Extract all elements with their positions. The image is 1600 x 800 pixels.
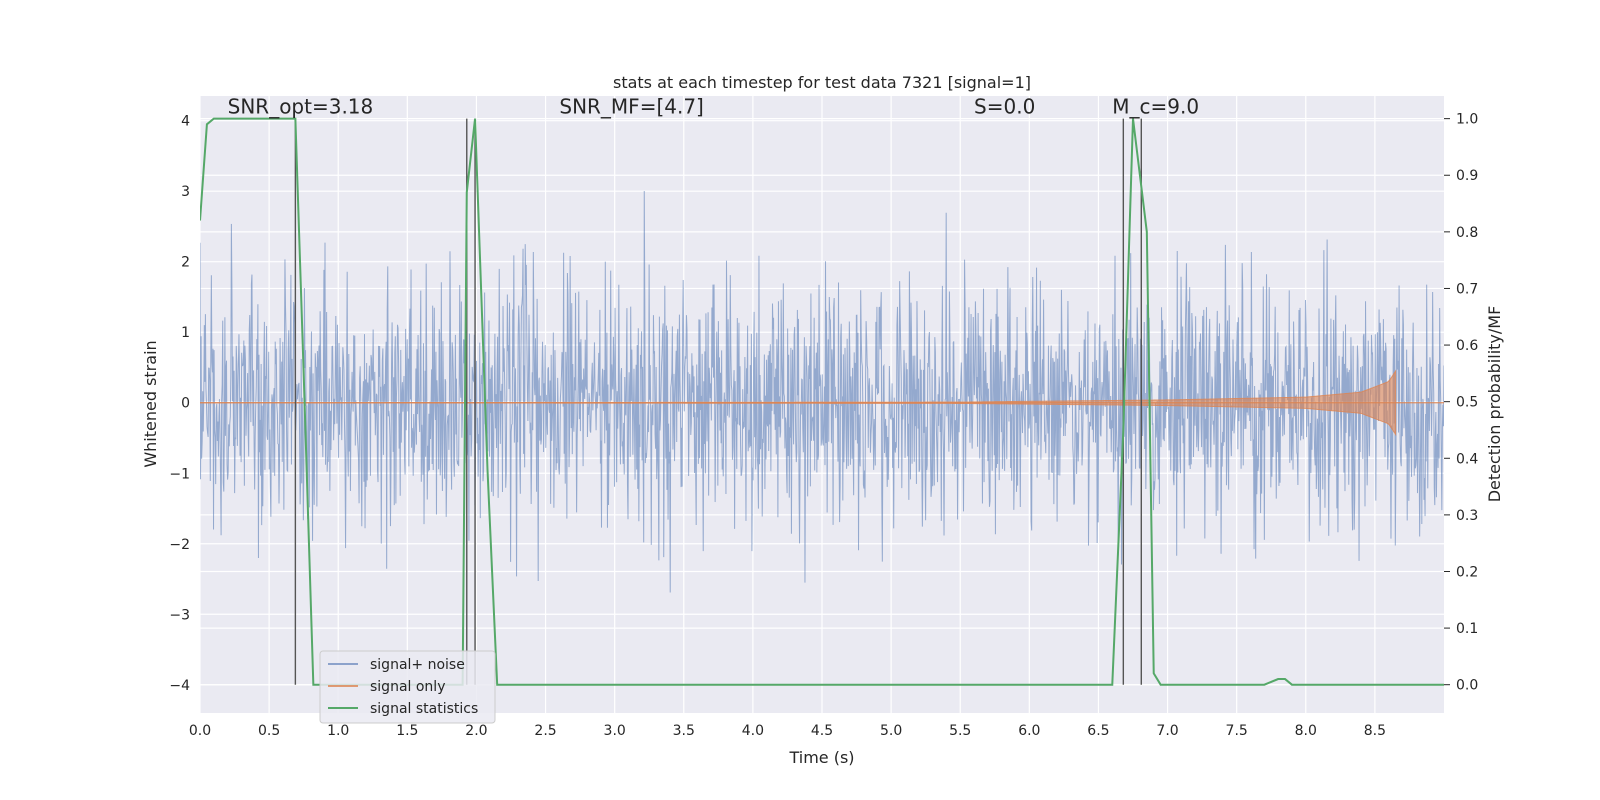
y-tick-label: 0 <box>181 396 190 412</box>
x-tick-label: 4.5 <box>811 723 833 739</box>
y-axis-left: −4 −3 −2 −1 0 1 2 3 4 <box>169 114 190 694</box>
x-tick-label: 7.5 <box>1226 723 1248 739</box>
y-right-tick-label: 0.3 <box>1456 508 1478 524</box>
legend-box <box>319 650 496 724</box>
y-axis-right: 0.0 0.1 0.2 0.3 0.4 0.5 0.6 0.7 0.8 0.9 1.0 <box>1444 112 1478 694</box>
y-right-tick-label: 0.5 <box>1456 395 1478 411</box>
x-tick-label: 7.0 <box>1156 723 1178 739</box>
x-tick-label: 0.0 <box>189 723 211 739</box>
x-tick-label: 4.0 <box>742 723 764 739</box>
annotation: M_c=9.0 <box>1112 95 1199 119</box>
signal-statistics-line <box>200 117 1444 686</box>
y-tick-label: −2 <box>169 537 190 553</box>
annotation: SNR_opt=3.18 <box>228 95 374 119</box>
legend-label-signal-noise: signal+ noise <box>370 657 465 673</box>
y-tick-label: 1 <box>181 325 190 341</box>
y-right-tick-label: 0.6 <box>1456 338 1478 354</box>
x-tick-label: 6.5 <box>1087 723 1109 739</box>
y-axis-label: Whitened strain <box>141 340 160 467</box>
x-tick-label: 2.0 <box>465 723 487 739</box>
annotations: SNR_opt=3.18 SNR_MF=[4.7] S=0.0 M_c=9.0 <box>228 95 1199 119</box>
y-right-tick-label: 0.9 <box>1456 168 1478 184</box>
x-tick-label: 1.0 <box>327 723 349 739</box>
legend: signal+ noise signal only signal statist… <box>319 650 496 724</box>
y-right-tick-label: 0.7 <box>1456 281 1478 297</box>
y-right-tick-label: 0.4 <box>1456 451 1478 467</box>
y-right-tick-label: 0.1 <box>1456 621 1478 637</box>
x-axis-label: Time (s) <box>788 748 854 767</box>
y-axis-right-label: Detection probability/MF <box>1485 306 1504 503</box>
y-tick-label: −3 <box>169 607 190 623</box>
x-tick-label: 1.5 <box>396 723 418 739</box>
legend-label-signal-statistics: signal statistics <box>370 701 478 717</box>
x-tick-label: 6.0 <box>1018 723 1040 739</box>
y-right-tick-label: 0.8 <box>1456 225 1478 241</box>
annotation: SNR_MF=[4.7] <box>559 95 703 119</box>
x-axis: 0.0 0.5 1.0 1.5 2.0 2.5 3.0 3.5 4.0 4.5 5.0 5.5 6.0 6… <box>189 723 1386 739</box>
x-tick-label: 5.0 <box>880 723 902 739</box>
x-tick-label: 2.5 <box>534 723 556 739</box>
series-signal-statistics <box>200 117 1444 686</box>
series-signal-noise <box>200 190 1444 593</box>
x-tick-label: 8.0 <box>1295 723 1317 739</box>
y-tick-label: 3 <box>181 184 190 200</box>
y-right-tick-label: 0.2 <box>1456 564 1478 580</box>
x-tick-label: 3.5 <box>673 723 695 739</box>
x-tick-label: 0.5 <box>258 723 280 739</box>
y-tick-label: −1 <box>169 466 190 482</box>
chart-title: stats at each timestep for test data 732… <box>613 73 1031 92</box>
x-tick-label: 5.5 <box>949 723 971 739</box>
y-right-tick-label: 1.0 <box>1456 112 1478 128</box>
signal-noise-line <box>200 190 1444 593</box>
y-tick-label: 2 <box>181 255 190 271</box>
series-signal-only <box>200 369 1444 437</box>
x-tick-label: 3.0 <box>604 723 626 739</box>
y-right-tick-label: 0.0 <box>1456 678 1478 694</box>
y-tick-label: −4 <box>169 678 190 694</box>
legend-label-signal-only: signal only <box>370 679 445 695</box>
x-tick-label: 8.5 <box>1364 723 1386 739</box>
annotation: S=0.0 <box>974 95 1035 119</box>
y-tick-label: 4 <box>181 114 190 130</box>
